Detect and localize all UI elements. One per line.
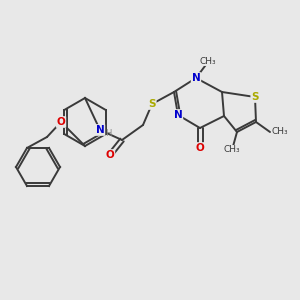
Text: O: O <box>57 117 65 127</box>
Text: H: H <box>105 128 111 137</box>
Text: CH₃: CH₃ <box>272 128 289 136</box>
Text: S: S <box>148 99 156 109</box>
Text: N: N <box>174 110 182 120</box>
Text: CH₃: CH₃ <box>200 56 216 65</box>
Text: O: O <box>106 150 114 160</box>
Text: S: S <box>251 92 259 102</box>
Text: N: N <box>192 73 200 83</box>
Text: O: O <box>196 143 204 153</box>
Text: N: N <box>96 125 104 135</box>
Text: CH₃: CH₃ <box>224 146 240 154</box>
